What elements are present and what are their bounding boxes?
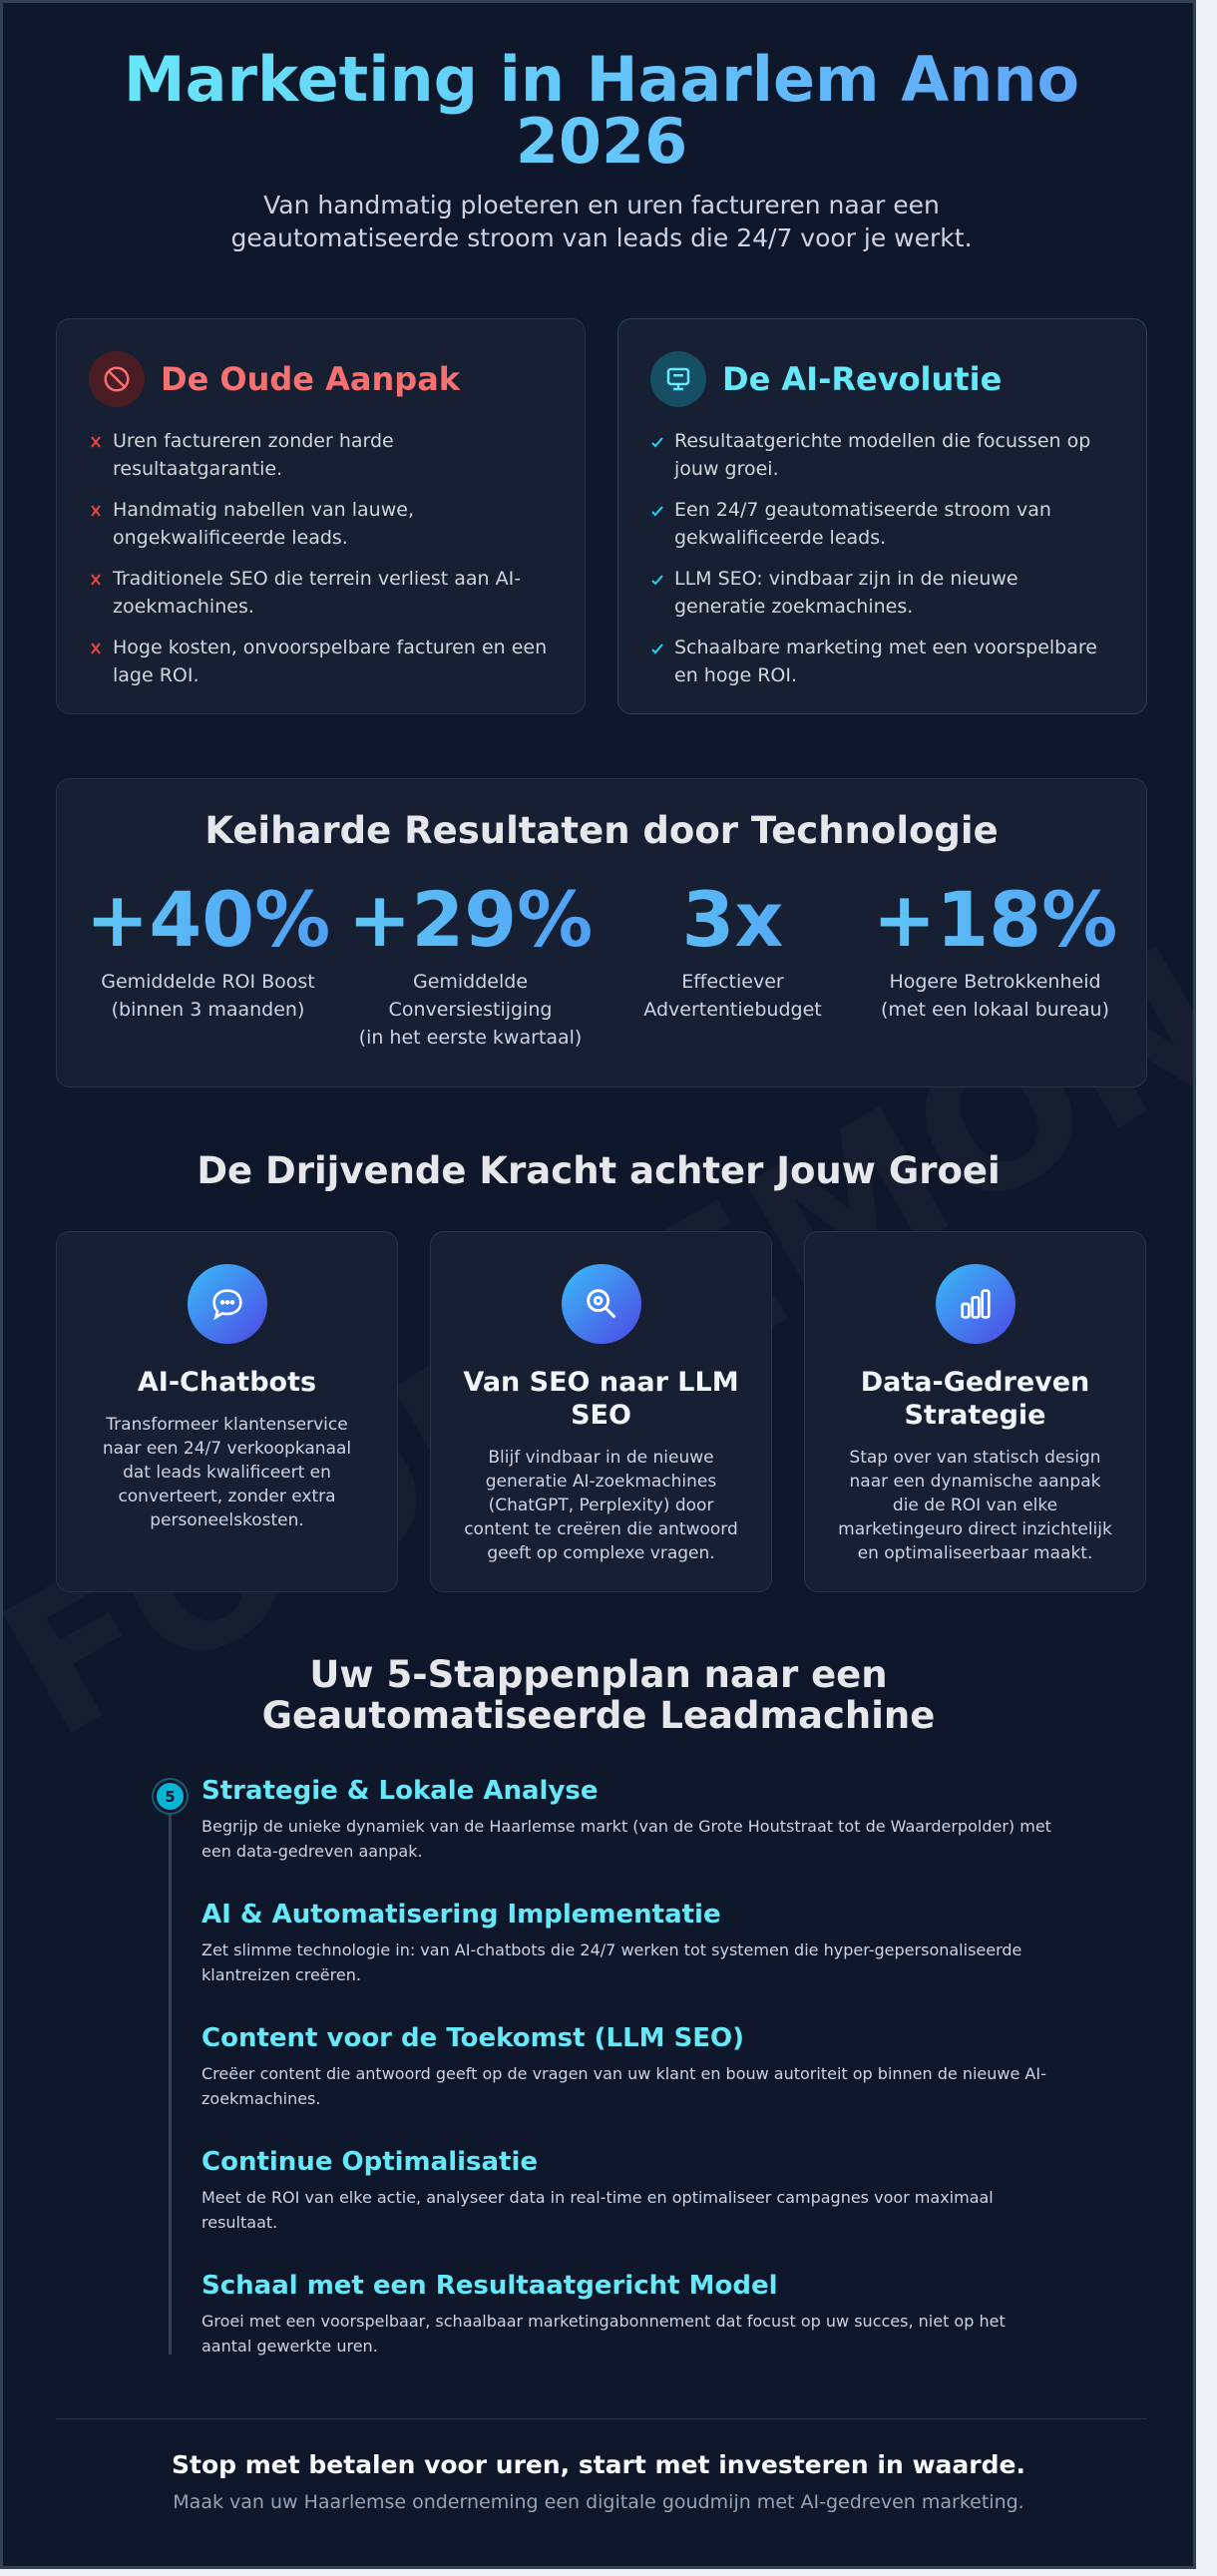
step: Strategie & Lokale Analyse Begrijp de uni…: [202, 1776, 1059, 1864]
footer-subline: Maak van uw Haarlemse onderneming een di…: [173, 2491, 1024, 2513]
step-title: Continue Optimalisatie: [202, 2147, 539, 2177]
new-item: Een 24/7 geautomatiseerde stroom van gek…: [650, 496, 1114, 552]
divider: [56, 2418, 1147, 2419]
old-item: Handmatig nabellen van lauwe, ongekwalif…: [89, 496, 553, 552]
step-text: Zet slimme technologie in: van AI-chatbo…: [202, 1940, 1022, 1984]
stats: +40% Gemiddelde ROI Boost (binnen 3 maand…: [57, 880, 1146, 1052]
monitor-icon: [650, 351, 706, 407]
new-item-text: Een 24/7 geautomatiseerde stroom van gek…: [674, 499, 1051, 549]
old-title: De Oude Aanpak: [161, 360, 461, 398]
feature-icon: [187, 1264, 267, 1344]
old-item-text: Uren factureren zonder harde resultaatga…: [113, 430, 394, 480]
feature-title: AI-Chatbots: [137, 1367, 317, 1398]
new-item: Schaalbare marketing met een voorspelbar…: [650, 634, 1114, 689]
stat-label: Gemiddelde ROI Boost (binnen 3 maanden): [101, 971, 315, 1021]
new-item: LLM SEO: vindbaar zijn in de nieuwe gene…: [650, 565, 1114, 621]
feature-card: Data-Gedreven Strategie Stap over van sta…: [804, 1231, 1146, 1592]
feature-text: Blijf vindbaar in de nieuwe generatie AI…: [464, 1448, 738, 1563]
old-card: De Oude Aanpak Uren factureren zonder ha…: [56, 318, 586, 714]
step: Content voor de Toekomst (LLM SEO) Creëer…: [202, 2023, 1059, 2111]
stat: +18% Hogere Betrokkenheid (met een lokaal…: [864, 880, 1126, 1052]
stat-value: +18%: [864, 880, 1126, 960]
new-title: De AI-Revolutie: [722, 360, 1003, 398]
step-text: Creëer content die antwoord geeft op de …: [202, 2064, 1046, 2108]
old-heading: De Oude Aanpak: [89, 351, 553, 407]
new-item-text: LLM SEO: vindbaar zijn in de nieuwe gene…: [674, 568, 1018, 618]
new-list: Resultaatgerichte modellen die focussen …: [650, 427, 1114, 689]
step-text: Groei met een voorspelbaar, schaalbaar m…: [202, 2312, 1006, 2356]
stat-value: +29%: [339, 880, 602, 960]
results-title: Keiharde Resultaten door Technologie: [204, 809, 999, 852]
new-item-text: Schaalbare marketing met een voorspelbar…: [674, 637, 1097, 686]
step: Schaal met een Resultaatgericht Model Gro…: [202, 2271, 1059, 2359]
ban-icon: [89, 351, 145, 407]
old-item-text: Traditionele SEO die terrein verliest aa…: [113, 568, 522, 618]
step: Continue Optimalisatie Meet de ROI van el…: [202, 2147, 1059, 2235]
new-card: De AI-Revolutie Resultaatgerichte modell…: [617, 318, 1147, 714]
stat: +29% Gemiddelde Conversiestijging (in het…: [339, 880, 602, 1052]
new-item: Resultaatgerichte modellen die focussen …: [650, 427, 1114, 483]
results-panel: Keiharde Resultaten door Technologie +40…: [56, 778, 1147, 1087]
feature-text: Stap over van statisch design naar een d…: [838, 1448, 1112, 1563]
stat-value: 3x: [602, 880, 864, 960]
step-title: AI & Automatisering Implementatie: [202, 1900, 721, 1930]
steps-title: Uw 5-Stappenplan naar een Geautomatiseer…: [261, 1653, 936, 1737]
new-heading: De AI-Revolutie: [650, 351, 1114, 407]
timeline: [169, 1796, 172, 2355]
stat-value: +40%: [77, 880, 339, 960]
feature-title: Data-Gedreven Strategie: [860, 1367, 1090, 1431]
stat-label: Gemiddelde Conversiestijging (in het eer…: [358, 971, 583, 1049]
subtitle: Van handmatig ploeteren en uren facturer…: [230, 191, 973, 252]
title: Marketing in Haarlem Anno 2026: [103, 49, 1100, 173]
step-title: Strategie & Lokale Analyse: [202, 1776, 599, 1806]
old-item-text: Handmatig nabellen van lauwe, ongekwalif…: [113, 499, 414, 549]
stat-label: Hogere Betrokkenheid (met een lokaal bur…: [880, 971, 1110, 1021]
old-list: Uren factureren zonder harde resultaatga…: [89, 427, 553, 689]
step-text: Begrijp de unieke dynamiek van de Haarle…: [202, 1817, 1051, 1861]
stat-label: Effectiever Advertentiebudget: [643, 971, 822, 1021]
feature-title: Van SEO naar LLM SEO: [463, 1367, 739, 1431]
timeline-marker: 5: [154, 1780, 187, 1813]
feature-text: Transformeer klantenservice naar een 24/…: [102, 1415, 352, 1530]
footer-headline: Stop met betalen voor uren, start met in…: [172, 2450, 1025, 2479]
feature-icon: [561, 1264, 641, 1344]
old-item: Uren factureren zonder harde resultaatga…: [89, 427, 553, 483]
step-title: Content voor de Toekomst (LLM SEO): [202, 2023, 745, 2053]
step-title: Schaal met een Resultaatgericht Model: [202, 2271, 778, 2301]
feature-card: AI-Chatbots Transformeer klantenservice n…: [56, 1231, 398, 1592]
new-item-text: Resultaatgerichte modellen die focussen …: [674, 430, 1091, 480]
step: AI & Automatisering Implementatie Zet sli…: [202, 1900, 1059, 1987]
stat: +40% Gemiddelde ROI Boost (binnen 3 maand…: [77, 880, 339, 1052]
old-item-text: Hoge kosten, onvoorspelbare facturen en …: [113, 637, 548, 686]
stat: 3x Effectiever Advertentiebudget: [602, 880, 864, 1052]
features-title: De Drijvende Kracht achter Jouw Groei: [197, 1149, 1001, 1192]
step-text: Meet de ROI van elke actie, analyseer da…: [202, 2188, 994, 2232]
feature-icon: [935, 1264, 1015, 1344]
old-item: Traditionele SEO die terrein verliest aa…: [89, 565, 553, 621]
feature-card: Van SEO naar LLM SEO Blijf vindbaar in de…: [430, 1231, 772, 1592]
old-item: Hoge kosten, onvoorspelbare facturen en …: [89, 634, 553, 689]
